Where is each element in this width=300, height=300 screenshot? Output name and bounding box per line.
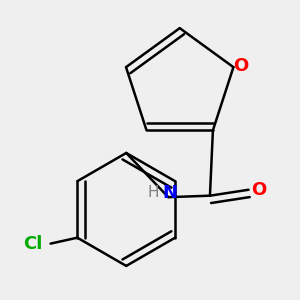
- Text: O: O: [251, 181, 266, 199]
- Text: Cl: Cl: [23, 235, 42, 253]
- Text: H: H: [147, 185, 159, 200]
- Text: N: N: [162, 184, 177, 202]
- Text: O: O: [233, 57, 248, 75]
